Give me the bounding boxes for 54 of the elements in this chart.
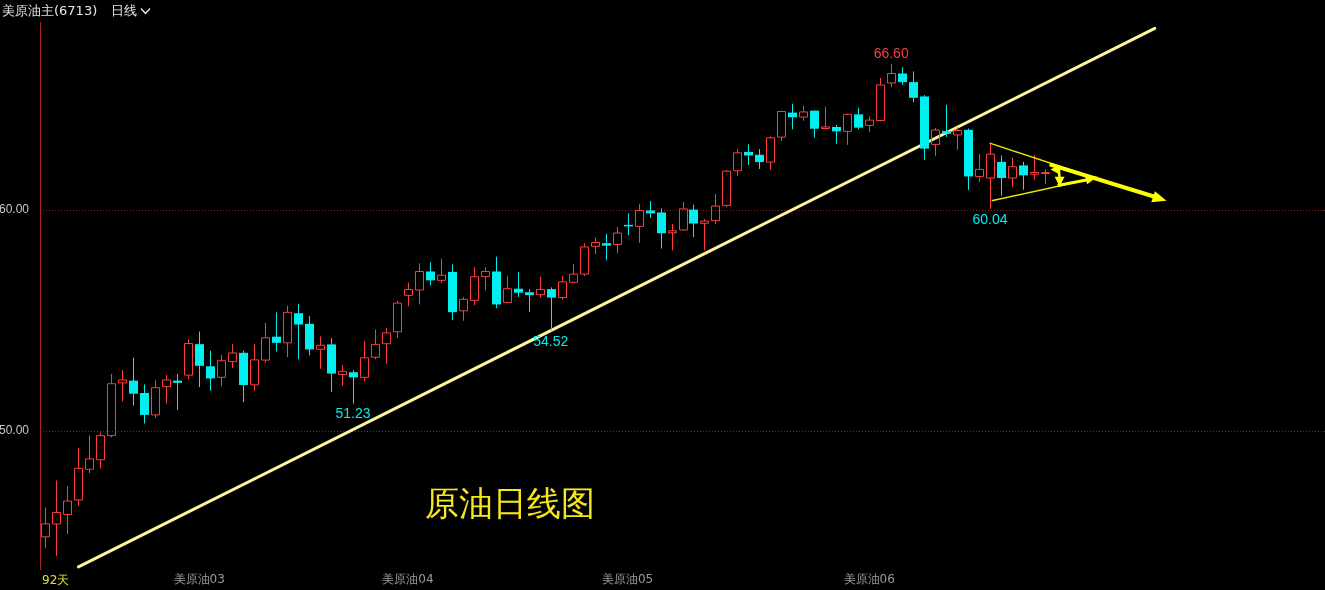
candlestick [195,331,204,388]
annotation: 66.60 [873,44,909,61]
chart-title: 美原油主(6713) [2,2,98,20]
candlestick [481,266,490,291]
annotation: 原油日线图 [425,483,595,523]
candlestick [525,288,534,313]
candlestick [657,208,666,249]
candlestick [415,262,424,305]
candlestick [832,124,841,145]
candlestick [272,311,281,352]
candlestick [41,506,50,549]
candlestick [426,261,435,286]
candlestick [953,126,962,151]
candlestick [602,233,611,261]
candlestick [1019,161,1028,191]
candlestick [1041,168,1050,185]
candlestick [514,271,523,298]
candlestick [316,335,325,370]
candlestick [173,373,182,411]
candlestick [52,480,61,557]
candlestick [140,383,149,424]
candlestick [459,296,468,322]
candlestick [206,350,215,392]
candlestick [129,357,138,406]
candlestick [997,154,1006,197]
x-tick-label: 美原油06 [843,572,895,587]
candlestick [810,110,819,139]
candlestick [536,276,545,299]
candlestick [294,303,303,360]
y-tick-label: 50.00 [0,423,30,438]
y-tick-label: 60.00 [0,202,30,217]
candlestick [843,113,852,146]
candlestick [349,369,358,405]
candlestick [338,364,347,387]
candlestick [689,204,698,238]
candlestick [942,104,951,138]
annotation: 51.23 [335,405,371,422]
candlestick [909,71,918,103]
x-tick-label: 美原油03 [173,572,225,587]
candlestick [854,107,863,130]
candlestick [250,343,259,392]
x-tick-label: 美原油04 [382,572,434,587]
candlestick [975,153,984,183]
annotation: 54.52 [533,332,569,349]
annotation: 60.04 [972,210,1008,227]
candlestick [711,193,720,225]
candlestick [118,369,127,402]
x-tick-label: 美原油05 [601,572,654,587]
candlestick [63,485,72,535]
chart-subtitle: 日线 [111,2,138,20]
candlestick [107,373,116,439]
candlestick [547,286,556,332]
text: 92天 [42,573,70,587]
candlestick [755,148,764,170]
